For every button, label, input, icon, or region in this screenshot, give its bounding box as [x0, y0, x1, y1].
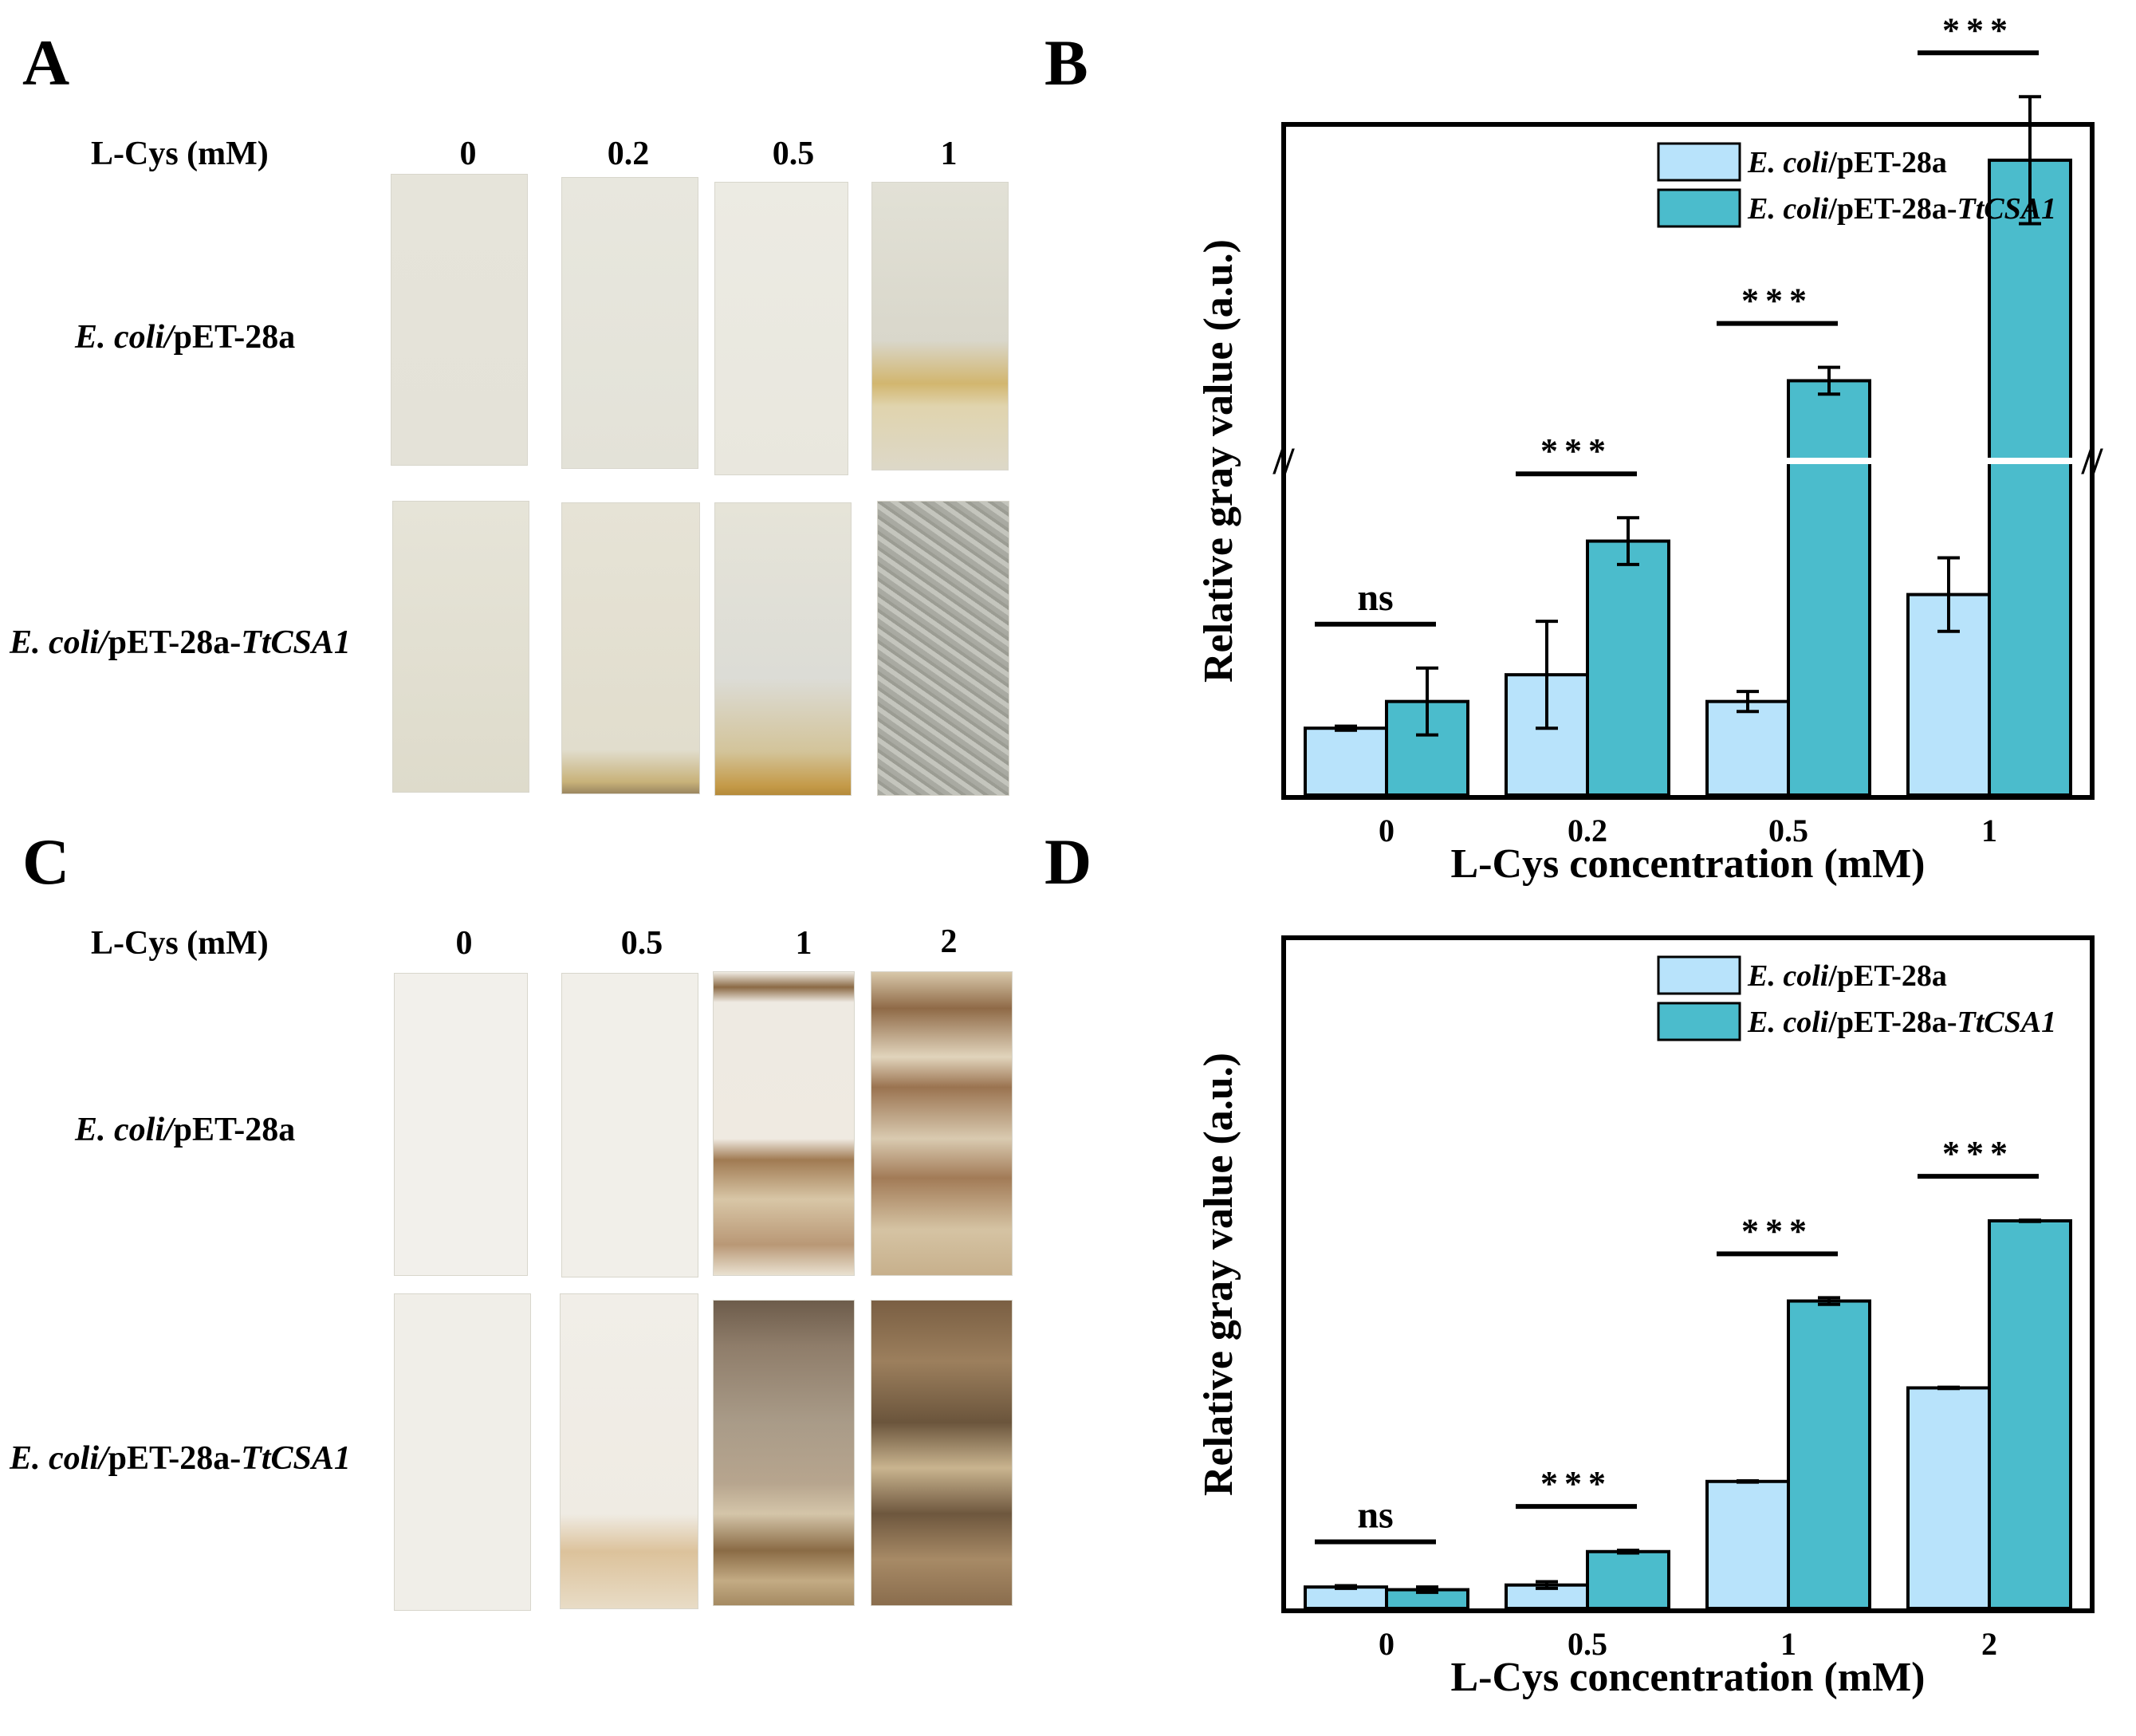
strip-a-control-0.5 [714, 182, 848, 475]
row-label-plasmid: pET-28a [173, 319, 296, 356]
legend-swatch-control [1657, 142, 1741, 182]
strip-a-tcsa1-1 [877, 501, 1009, 796]
axis-break-left: // [1273, 440, 1295, 482]
panel-c-conc-3: 2 [940, 923, 958, 960]
significance-label-0.5: *** [1540, 1464, 1612, 1503]
panel-letter-a: A [22, 26, 70, 99]
row-label-plasmid: pET-28a [173, 1112, 296, 1148]
row-label-gene: TtCSA1 [241, 624, 351, 661]
row-label-gene: TtCSA1 [241, 1440, 351, 1477]
significance-label-0: ns [1357, 1494, 1393, 1537]
x-tick-label-0.5: 0.5 [1768, 813, 1808, 848]
chart-b-legend: E. coli/pET-28a E. coli/pET-28a-TtCSA1 [1657, 142, 2056, 228]
chart-b: ns0***0.2***0.5***1//// E. coli/pET-28aE… [1196, 10, 2103, 887]
panel-c-conc-2: 1 [795, 925, 812, 962]
legend-label-control: E. coli/pET-28a [1747, 959, 1947, 993]
significance-label-0: ns [1357, 577, 1393, 619]
x-tick-label-0.2: 0.2 [1568, 813, 1607, 848]
chart-d-x-label: L-Cys concentration (mM) [1451, 1655, 1926, 1700]
legend-swatch-tcsa1 [1657, 1002, 1741, 1041]
x-tick-label-0: 0 [1379, 813, 1394, 848]
strip-c-tcsa1-1 [713, 1300, 855, 1606]
bar-control-1 [1705, 1479, 1790, 1611]
panel-c-row-label-tcsa1: E. coli/pET-28a-TtCSA1 [10, 1442, 351, 1475]
significance-label-0.5: *** [1741, 281, 1813, 321]
panel-c-row-header: L-Cys (mM) [91, 925, 269, 962]
panel-c-conc-1: 0.5 [620, 925, 663, 962]
legend-label-tcsa1: E. coli/pET-28a-TtCSA1 [1747, 1006, 2056, 1039]
chart-d-frame [1281, 935, 2095, 1613]
row-label-plasmid: pET-28a- [108, 624, 242, 661]
strip-a-tcsa1-0 [392, 501, 529, 793]
bar-control-0 [1304, 1585, 1388, 1611]
strip-a-tcsa1-0.5 [714, 502, 852, 796]
legend-swatch-tcsa1 [1657, 188, 1741, 228]
row-label-plasmid: pET-28a- [108, 1440, 242, 1477]
chart-d-legend: E. coli/pET-28a E. coli/pET-28a-TtCSA1 [1657, 955, 2056, 1041]
panel-letter-d: D [1044, 825, 1092, 898]
strip-c-tcsa1-0.5 [560, 1293, 698, 1609]
x-tick-label-0.5: 0.5 [1568, 1626, 1607, 1662]
row-label-organism: E. coli/ [75, 319, 174, 356]
panel-c-row-label-control: E. coli/pET-28a [75, 1113, 295, 1147]
x-tick-label-2: 2 [1981, 1626, 1997, 1662]
chart-b-x-label: L-Cys concentration (mM) [1451, 841, 1926, 887]
bar-tcsa1-2 [1988, 1218, 2072, 1610]
row-label-organism: E. coli/ [10, 624, 108, 661]
strip-c-tcsa1-2 [871, 1300, 1013, 1606]
panel-a-conc-2: 0.5 [772, 136, 815, 172]
panel-a-conc-3: 1 [940, 136, 958, 172]
significance-label-1: *** [1741, 1211, 1813, 1250]
bar-tcsa1-1 [1988, 158, 2072, 797]
chart-b-y-label: Relative gray value (a.u.) [1196, 239, 1241, 683]
strip-a-control-1 [871, 182, 1009, 470]
panel-a-row-header: L-Cys (mM) [91, 136, 269, 172]
chart-d-y-label: Relative gray value (a.u.) [1196, 1053, 1241, 1496]
significance-label-1: *** [1942, 10, 2014, 49]
panel-a-row-label-control: E. coli/pET-28a [75, 321, 295, 354]
strip-c-control-0 [394, 973, 528, 1276]
bar-control-2 [1906, 1386, 1991, 1611]
strip-a-control-0.2 [561, 177, 698, 469]
significance-label-2: *** [1942, 1134, 2014, 1173]
legend-label-control: E. coli/pET-28a [1747, 146, 1947, 179]
bar-control-0.5 [1705, 699, 1790, 797]
bar-tcsa1-0.2 [1586, 539, 1670, 797]
x-tick-label-1: 1 [1780, 1626, 1796, 1662]
strip-c-control-1 [713, 971, 855, 1276]
panel-a-conc-1: 0.2 [607, 136, 650, 172]
strip-a-tcsa1-0.2 [561, 502, 700, 794]
strip-c-control-0.5 [561, 973, 698, 1277]
x-tick-label-0: 0 [1379, 1626, 1394, 1662]
strip-c-control-2 [871, 971, 1013, 1276]
panel-c-conc-0: 0 [455, 925, 473, 962]
bar-tcsa1-0.5 [1787, 379, 1871, 797]
bar-tcsa1-0.5 [1586, 1549, 1670, 1611]
panel-a-row-label-tcsa1: E. coli/pET-28a-TtCSA1 [10, 626, 351, 659]
panel-a-conc-0: 0 [459, 136, 477, 172]
row-label-organism: E. coli/ [10, 1440, 108, 1477]
bar-control-0 [1304, 726, 1388, 797]
strip-c-tcsa1-0 [394, 1293, 531, 1611]
panel-letter-b: B [1044, 26, 1088, 99]
significance-label-0.2: *** [1540, 431, 1612, 470]
row-label-organism: E. coli/ [75, 1112, 174, 1148]
legend-swatch-control [1657, 955, 1741, 995]
bar-tcsa1-1 [1787, 1299, 1871, 1610]
panel-letter-c: C [22, 825, 70, 898]
axis-break-right: // [2081, 440, 2103, 482]
strip-a-control-0 [391, 174, 528, 466]
chart-b-frame [1281, 122, 2095, 800]
legend-label-tcsa1: E. coli/pET-28a-TtCSA1 [1747, 192, 2056, 226]
x-tick-label-1: 1 [1981, 813, 1997, 848]
